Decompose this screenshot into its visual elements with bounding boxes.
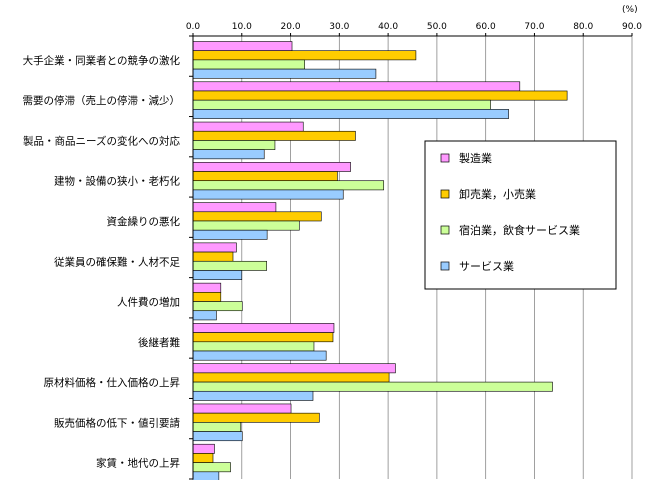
bar — [192, 381, 553, 392]
bar — [192, 282, 222, 293]
bar — [192, 121, 304, 132]
legend-box — [424, 140, 617, 290]
x-tick-label: 40.0 — [378, 22, 398, 32]
bar — [192, 202, 277, 213]
bar — [192, 323, 335, 333]
legend-label: 製造業 — [459, 151, 492, 165]
bar — [192, 242, 237, 253]
legend-label: 宿泊業，飲食サービス業 — [459, 223, 580, 237]
category-label: 建物・設備の狭小・老朽化 — [54, 175, 180, 188]
category-label: 資金繰りの悪化 — [107, 215, 181, 228]
bar — [192, 180, 385, 191]
bar — [192, 50, 417, 61]
bar — [192, 431, 243, 442]
bar — [192, 412, 320, 423]
x-tick-label: 50.0 — [427, 22, 447, 32]
bar — [192, 189, 344, 200]
category-label: 従業員の確保難・人材不足 — [54, 255, 180, 268]
bar — [192, 99, 491, 110]
bar — [192, 68, 377, 79]
bar — [192, 372, 390, 383]
legend-swatch — [440, 261, 450, 271]
bar — [192, 332, 334, 343]
category-label: 人件費の増加 — [117, 296, 180, 309]
legend-label: 卸売業，小売業 — [459, 187, 536, 201]
bar — [192, 59, 306, 70]
x-tick-label: 10.0 — [232, 22, 252, 32]
x-tick-label: 30.0 — [329, 22, 349, 32]
bar — [192, 149, 265, 160]
bar — [192, 310, 217, 321]
bar — [192, 229, 268, 240]
bar — [192, 403, 292, 414]
bar — [192, 363, 396, 374]
legend-label: サービス業 — [459, 260, 514, 273]
bar — [192, 390, 314, 401]
bar — [192, 140, 276, 150]
category-label: 需要の停滞（売上の停滞・減少） — [23, 94, 181, 107]
x-tick-label: 80.0 — [573, 22, 593, 32]
bar — [192, 453, 214, 463]
legend-swatch — [440, 225, 450, 235]
bar — [192, 292, 222, 302]
x-tick-label: 90.0 — [622, 22, 642, 32]
bar — [192, 462, 231, 473]
category-label: 家賃・地代の上昇 — [96, 457, 180, 470]
bar — [192, 301, 243, 312]
legend-swatch — [440, 153, 450, 163]
bar — [192, 90, 568, 101]
bar — [192, 341, 315, 352]
bar — [192, 443, 215, 454]
category-label: 原材料価格・仕入価格の上昇 — [44, 376, 181, 389]
bar — [192, 211, 322, 222]
bar — [192, 130, 356, 141]
legend-swatch — [440, 189, 450, 199]
bar — [192, 171, 338, 182]
bar — [192, 471, 220, 480]
bar — [192, 422, 242, 432]
unit-label: (%) — [622, 5, 638, 15]
category-label: 大手企業・同業者との競争の激化 — [23, 54, 181, 67]
x-tick-label: 70.0 — [524, 22, 544, 32]
x-tick-label: 0.0 — [186, 22, 201, 32]
x-axis-ticks: 0.0 10.0 20.0 30.0 40.0 50.0 60.0 70.0 80.0 90.0 — [186, 22, 642, 32]
x-tick-label: 60.0 — [476, 22, 496, 32]
bar — [192, 251, 234, 262]
bar — [192, 260, 267, 271]
bar — [192, 270, 243, 280]
category-label: 後継者難 — [138, 336, 180, 349]
axes — [189, 33, 633, 480]
bar — [192, 162, 351, 172]
category-label: 販売価格の低下・値引要請 — [54, 416, 180, 429]
x-tick-label: 20.0 — [281, 22, 301, 32]
bar — [192, 41, 293, 51]
bar — [192, 220, 300, 231]
bar — [192, 109, 509, 119]
category-label: 製品・商品ニーズの変化への対応 — [23, 134, 180, 147]
bar — [192, 81, 521, 92]
bar — [192, 350, 327, 361]
